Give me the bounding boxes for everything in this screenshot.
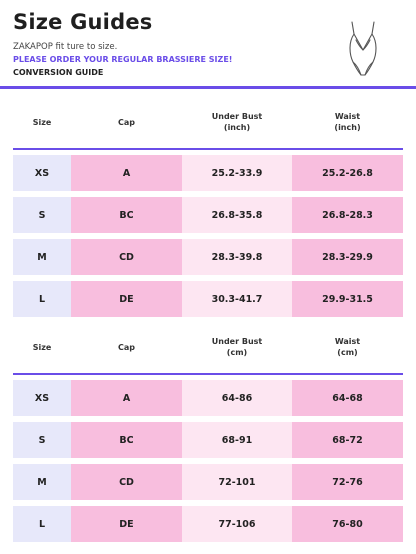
- cell-cap: DE: [71, 281, 182, 317]
- header-under-bust-label: Under Bust: [211, 112, 263, 121]
- cell-under-bust: 68-91: [182, 422, 292, 458]
- header-cap: Cap: [118, 118, 135, 127]
- cell-cap: A: [71, 380, 182, 416]
- header-size: Size: [32, 343, 52, 352]
- header-under-bust-label: Under Bust: [211, 337, 263, 346]
- cell-waist: 25.2-26.8: [292, 155, 403, 191]
- bodysuit-outline-icon: [349, 21, 377, 76]
- header-waist: Waist (cm): [292, 336, 403, 358]
- cm-table-divider: [13, 373, 403, 375]
- cell-under-bust: 28.3-39.8: [182, 239, 292, 275]
- header-waist-unit: (inch): [334, 123, 361, 132]
- cell-under-bust: 26.8-35.8: [182, 197, 292, 233]
- cell-cap: A: [71, 155, 182, 191]
- cell-size: L: [13, 281, 71, 317]
- header-waist: Waist (inch): [292, 111, 403, 133]
- cell-waist: 64-68: [292, 380, 403, 416]
- cell-waist: 68-72: [292, 422, 403, 458]
- cell-cap: BC: [71, 422, 182, 458]
- inch-table-divider: [13, 148, 403, 150]
- cell-cap: BC: [71, 197, 182, 233]
- header-under-bust-unit: (inch): [223, 123, 251, 132]
- cell-cap: CD: [71, 239, 182, 275]
- cell-size: L: [13, 506, 71, 542]
- page-title: Size Guides: [13, 10, 153, 34]
- cell-under-bust: 72-101: [182, 464, 292, 500]
- cell-under-bust: 77-106: [182, 506, 292, 542]
- cell-size: M: [13, 464, 71, 500]
- cell-size: S: [13, 197, 71, 233]
- header-waist-label: Waist: [334, 112, 361, 121]
- header-cap: Cap: [118, 343, 135, 352]
- header-waist-label: Waist: [334, 337, 361, 346]
- header-under-bust: Under Bust (cm): [182, 336, 292, 358]
- cell-cap: CD: [71, 464, 182, 500]
- cell-waist: 26.8-28.3: [292, 197, 403, 233]
- cell-waist: 29.9-31.5: [292, 281, 403, 317]
- cell-waist: 72-76: [292, 464, 403, 500]
- cell-size: XS: [13, 380, 71, 416]
- header-divider: [0, 86, 416, 89]
- cell-size: XS: [13, 155, 71, 191]
- cell-under-bust: 25.2-33.9: [182, 155, 292, 191]
- cell-under-bust: 30.3-41.7: [182, 281, 292, 317]
- cell-cap: DE: [71, 506, 182, 542]
- cell-under-bust: 64-86: [182, 380, 292, 416]
- cell-waist: 28.3-29.9: [292, 239, 403, 275]
- header-waist-unit: (cm): [337, 348, 358, 357]
- cell-waist: 76-80: [292, 506, 403, 542]
- section-label: CONVERSION GUIDE: [13, 68, 104, 77]
- cell-size: M: [13, 239, 71, 275]
- cell-size: S: [13, 422, 71, 458]
- size-notice: PLEASE ORDER YOUR REGULAR BRASSIERE SIZE…: [13, 55, 233, 64]
- brand-fit-note: ZAKAPOP fit ture to size.: [13, 42, 118, 52]
- header-size: Size: [32, 118, 52, 127]
- header-under-bust-unit: (cm): [226, 348, 248, 357]
- header-under-bust: Under Bust (inch): [182, 111, 292, 133]
